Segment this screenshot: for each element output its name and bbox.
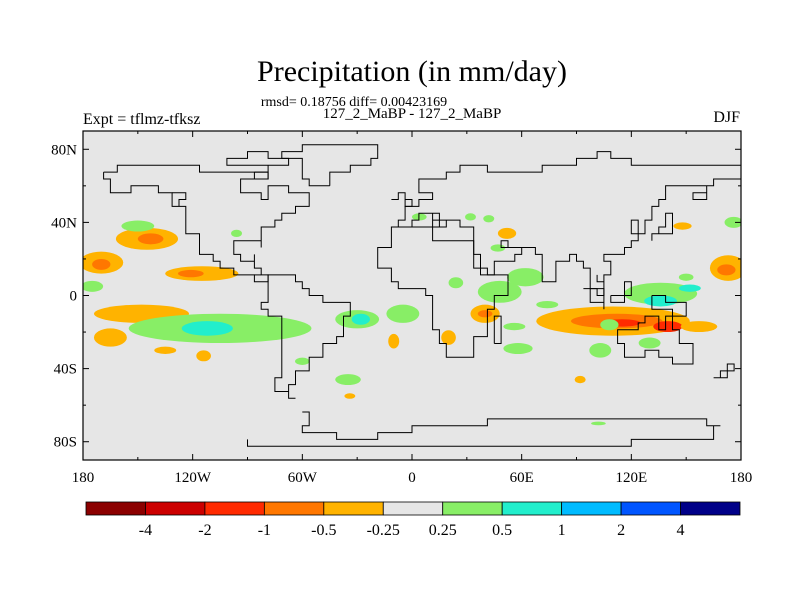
- colorbar-swatch-8: [561, 501, 622, 516]
- anomaly-patch-18: [386, 304, 420, 323]
- coastline-6: [247, 411, 721, 447]
- anomaly-patch-33: [503, 322, 526, 331]
- colorbar-label-9: 4: [677, 522, 685, 539]
- anomaly-patch-32: [441, 330, 456, 345]
- anomaly-patch-49: [673, 222, 692, 230]
- anomaly-patch-13: [196, 350, 211, 362]
- colorbar-label-2: -1: [258, 522, 271, 539]
- chart-subtitle: 127_2_MaBP - 127_2_MaBP: [322, 106, 502, 122]
- anomaly-patch-48: [717, 264, 736, 276]
- coastline-5: [617, 315, 694, 365]
- anomaly-patch-15: [231, 229, 243, 238]
- coastline-12: [583, 288, 605, 310]
- coastline-14: [651, 295, 687, 317]
- coastline-2: [377, 226, 509, 358]
- anomaly-patch-43: [678, 284, 701, 292]
- y-tick-label-1: 40N: [51, 215, 77, 231]
- anomaly-patch-6: [178, 269, 204, 278]
- coastline-3: [391, 151, 741, 228]
- coastline-16: [172, 192, 187, 207]
- colorbar-swatch-2: [204, 501, 265, 516]
- experiment-label: Expt = tflmz-tfksz: [83, 111, 201, 128]
- anomaly-patch-11: [93, 328, 127, 347]
- anomaly-patch-14: [295, 357, 310, 365]
- anomaly-patch-12: [154, 346, 177, 354]
- anomaly-patch-40: [680, 321, 718, 333]
- anomaly-patch-24: [483, 215, 495, 223]
- anomaly-patch-25: [497, 227, 517, 239]
- colorbar-swatch-6: [442, 501, 503, 516]
- colorbar-label-4: -0.25: [367, 522, 400, 539]
- anomaly-patch-51: [574, 375, 586, 384]
- y-tick-label-0: 80N: [51, 142, 77, 158]
- colorbar-swatch-9: [620, 501, 681, 516]
- coastline-11: [651, 212, 673, 241]
- season-label: DJF: [713, 109, 740, 126]
- colorbar-label-1: -2: [198, 522, 211, 539]
- coastline-10: [493, 315, 502, 344]
- x-tick-label-4: 60E: [510, 470, 534, 486]
- colorbar-label-6: 0.5: [492, 522, 512, 539]
- chart-title: Precipitation (in mm/day): [257, 55, 567, 88]
- colorbar-swatch-5: [382, 501, 444, 516]
- colorbar-swatch-3: [263, 501, 325, 516]
- colorbar-swatch-4: [323, 501, 384, 516]
- coastline-0: [103, 164, 310, 283]
- coastline-15: [713, 363, 735, 379]
- coastline-9: [226, 151, 290, 180]
- colorbar-label-5: 0.25: [429, 522, 457, 539]
- colorbar-swatch-10: [680, 501, 741, 516]
- anomaly-patch-31: [477, 310, 493, 318]
- anomaly-patch-1: [92, 258, 111, 270]
- coastline-8: [391, 192, 413, 207]
- x-tick-label-2: 60W: [288, 470, 318, 486]
- anomaly-patch-19: [388, 333, 400, 349]
- anomaly-patch-28: [477, 280, 522, 303]
- y-tick-label-3: 40S: [54, 362, 77, 378]
- colorbar-swatch-7: [501, 501, 563, 516]
- y-tick-label-4: 80S: [54, 435, 77, 451]
- x-tick-label-1: 120W: [174, 470, 212, 486]
- anomaly-patch-23: [465, 213, 476, 221]
- anomaly-patch-45: [589, 343, 612, 358]
- rmsd-diff-stats: rmsd= 0.18756 diff= 0.00423169: [260, 95, 448, 110]
- colorbar-swatch-1: [145, 501, 206, 516]
- x-tick-label-5: 120E: [615, 470, 647, 486]
- anomaly-patch-27: [507, 268, 544, 287]
- anomaly-patch-44: [600, 319, 619, 331]
- anomaly-patch-52: [591, 421, 606, 426]
- anomaly-patch-20: [335, 374, 361, 386]
- anomaly-patch-53: [678, 273, 694, 281]
- colorbar-label-3: -0.5: [311, 522, 336, 539]
- anomaly-patch-39: [653, 321, 683, 333]
- x-tick-label-0: 180: [72, 470, 95, 486]
- anomaly-patch-4: [121, 220, 155, 232]
- anomaly-patch-34: [536, 300, 559, 309]
- colorbar-label-0: -4: [139, 522, 152, 539]
- anomaly-patch-29: [448, 277, 464, 289]
- colorbar-label-8: 2: [617, 522, 625, 539]
- y-tick-label-2: 0: [70, 289, 78, 305]
- coastline-4: [391, 178, 741, 296]
- x-tick-label-6: 180: [730, 470, 753, 486]
- colorbar-label-7: 1: [558, 522, 566, 539]
- anomaly-patch-42: [644, 295, 678, 307]
- colorbar-swatch-0: [85, 501, 146, 516]
- anomaly-patch-17: [351, 313, 370, 325]
- x-tick-label-3: 0: [408, 470, 416, 486]
- anomaly-patch-35: [503, 343, 533, 354]
- coastline-7: [281, 144, 379, 187]
- coastline-1: [260, 274, 351, 399]
- anomaly-patch-3: [137, 233, 164, 245]
- coastline-13: [610, 281, 632, 303]
- anomaly-patch-7: [83, 280, 104, 292]
- anomaly-patch-41: [624, 282, 698, 305]
- anomaly-patch-21: [344, 393, 356, 399]
- anomaly-patch-46: [638, 337, 661, 349]
- anomaly-patch-50: [724, 216, 741, 228]
- anomaly-patch-10: [181, 321, 233, 336]
